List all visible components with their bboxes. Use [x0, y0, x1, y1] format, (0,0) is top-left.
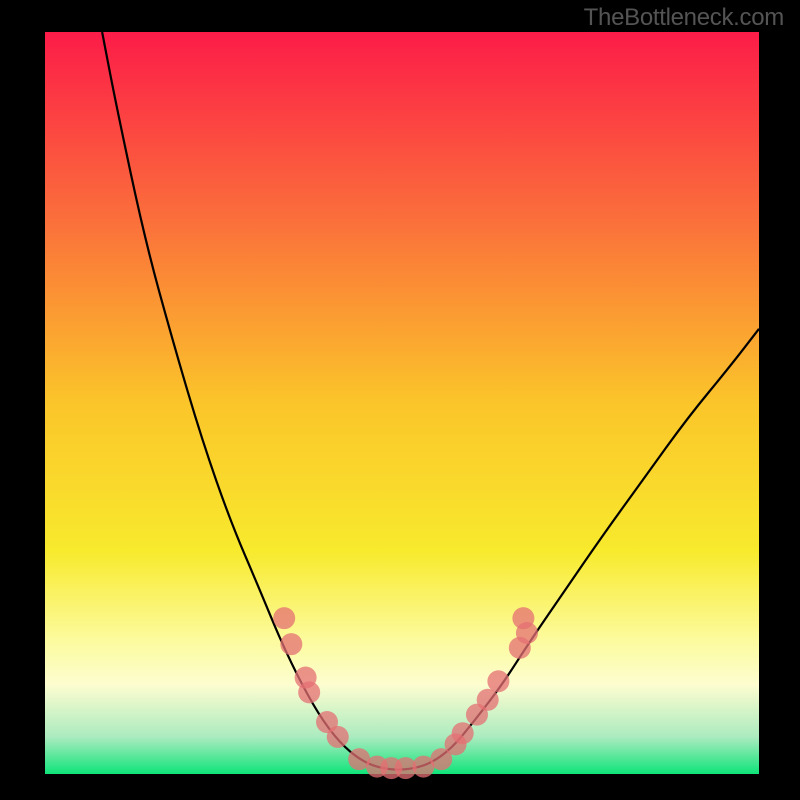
data-marker [452, 722, 474, 744]
data-marker [280, 633, 302, 655]
data-marker [327, 726, 349, 748]
data-marker [487, 670, 509, 692]
data-marker [298, 681, 320, 703]
watermark-text: TheBottleneck.com [584, 4, 784, 32]
bottleneck-v-curve-chart [0, 0, 800, 800]
plot-background [45, 32, 759, 774]
data-marker [516, 622, 538, 644]
chart-container: TheBottleneck.com [0, 0, 800, 800]
data-marker [273, 607, 295, 629]
data-marker [477, 689, 499, 711]
